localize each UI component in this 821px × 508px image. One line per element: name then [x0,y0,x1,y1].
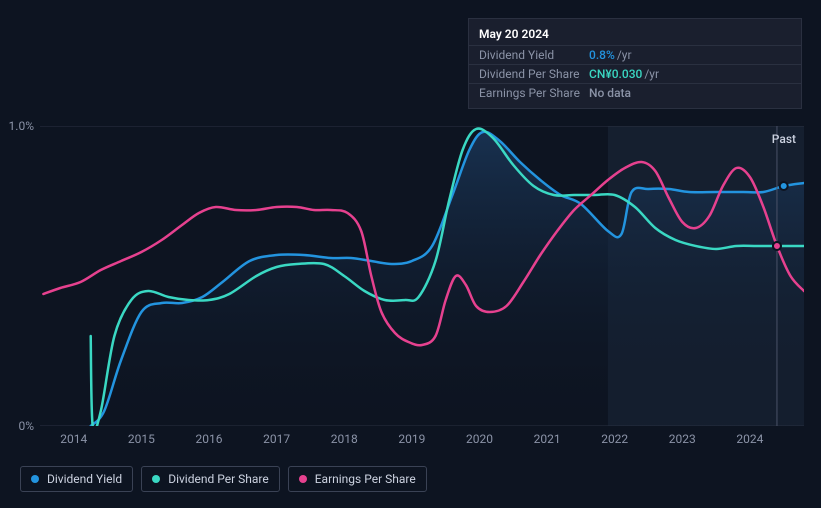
chart-area: 0%1.0% 201420152016201720182019202020212… [40,126,804,426]
tooltip-row: Dividend Per ShareCN¥0.030/yr [469,64,801,83]
tooltip-row-value: 0.8% [589,48,615,62]
x-tick-label: 2019 [398,432,425,446]
legend-dot [299,475,307,483]
legend-label: Dividend Per Share [168,472,269,486]
tooltip-date: May 20 2024 [469,25,801,45]
tooltip-row-label: Dividend Per Share [479,67,589,81]
x-tick-label: 2024 [736,432,763,446]
legend-item[interactable]: Dividend Yield [20,466,133,492]
legend-dot [152,475,160,483]
legend-item[interactable]: Dividend Per Share [141,466,280,492]
marker-dot [780,182,788,190]
tooltip-row-label: Earnings Per Share [479,86,589,100]
tooltip-row-unit: /yr [617,48,632,62]
x-tick-label: 2015 [128,432,155,446]
x-tick-label: 2023 [669,432,696,446]
marker-dot [773,242,781,250]
past-label: Past [772,132,796,146]
tooltip-row-value: CN¥0.030 [589,67,642,81]
y-tick-label: 1.0% [9,119,34,133]
x-tick-label: 2017 [263,432,290,446]
tooltip-row-label: Dividend Yield [479,48,589,62]
x-tick-label: 2014 [60,432,87,446]
tooltip-row-value: No data [589,86,631,100]
hover-tooltip: May 20 2024 Dividend Yield0.8%/yrDividen… [468,18,802,109]
legend-label: Earnings Per Share [315,472,416,486]
chart-svg [40,126,804,426]
x-tick-label: 2020 [466,432,493,446]
tooltip-row-unit: /yr [644,67,659,81]
tooltip-row: Dividend Yield0.8%/yr [469,45,801,64]
legend-dot [31,475,39,483]
x-tick-label: 2018 [331,432,358,446]
y-tick-label: 0% [18,419,34,433]
x-tick-label: 2016 [196,432,223,446]
legend-label: Dividend Yield [47,472,122,486]
legend-item[interactable]: Earnings Per Share [288,466,427,492]
legend: Dividend Yield Dividend Per Share Earnings… [20,466,427,492]
x-tick-label: 2022 [601,432,628,446]
x-tick-label: 2021 [534,432,561,446]
tooltip-row: Earnings Per ShareNo data [469,83,801,102]
